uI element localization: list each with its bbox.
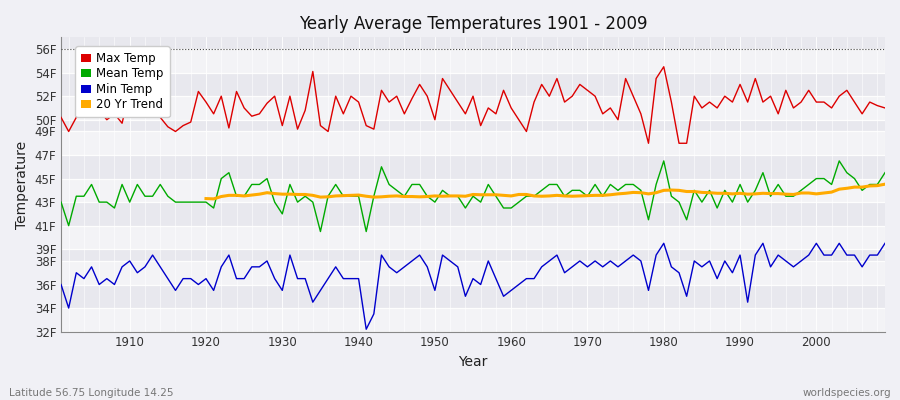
Bar [61, 226, 885, 249]
Y-axis label: Temperature: Temperature [15, 140, 29, 228]
Bar [61, 178, 885, 202]
Legend: Max Temp, Mean Temp, Min Temp, 20 Yr Trend: Max Temp, Mean Temp, Min Temp, 20 Yr Tre… [76, 46, 170, 117]
Bar [61, 96, 885, 120]
Text: Latitude 56.75 Longitude 14.25: Latitude 56.75 Longitude 14.25 [9, 388, 174, 398]
Title: Yearly Average Temperatures 1901 - 2009: Yearly Average Temperatures 1901 - 2009 [299, 15, 647, 33]
Text: worldspecies.org: worldspecies.org [803, 388, 891, 398]
Bar [61, 49, 885, 73]
X-axis label: Year: Year [458, 355, 488, 369]
Bar [61, 132, 885, 155]
Bar [61, 261, 885, 284]
Bar [61, 308, 885, 332]
